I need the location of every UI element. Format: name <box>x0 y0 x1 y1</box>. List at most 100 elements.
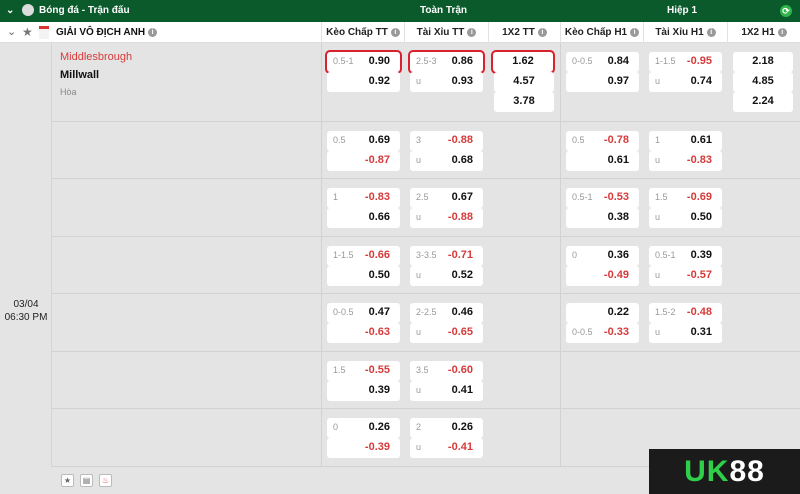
odds-value: 0.52 <box>451 269 473 281</box>
odds-cell[interactable]: 0.92 <box>327 72 400 92</box>
odds-value: 0.46 <box>451 306 473 318</box>
odds-cell[interactable]: 2.5 0.67 <box>410 188 483 208</box>
column-header-kc_tt: Kèo Chấp TT i <box>321 22 404 43</box>
odds-cell[interactable]: 0.39 <box>327 381 400 401</box>
team-away[interactable]: Millwall <box>60 69 100 81</box>
odds-cell[interactable]: 0.5-1 -0.53 <box>566 188 639 208</box>
odds-value: 0.39 <box>690 249 712 261</box>
info-icon[interactable]: i <box>706 27 716 37</box>
odds-cell[interactable]: 4.85 <box>733 72 793 92</box>
info-icon[interactable]: i <box>148 27 158 37</box>
favorite-star-icon[interactable]: ★ <box>61 474 74 487</box>
handicap-line: 1-1.5 <box>333 250 354 260</box>
odds-cell[interactable]: 3 -0.88 <box>410 131 483 151</box>
date-column: 03/04 06:30 PM <box>0 43 52 467</box>
odds-cell[interactable]: u 0.93 <box>410 72 483 92</box>
handicap-line: u <box>416 385 422 395</box>
odds-value: 4.85 <box>752 75 774 87</box>
handicap-line: 3.5 <box>416 365 429 375</box>
odds-cell[interactable]: -0.63 <box>327 323 400 343</box>
odds-cell[interactable]: u -0.83 <box>649 151 722 171</box>
odds-cell[interactable]: 3.78 <box>494 92 554 112</box>
odds-cell[interactable]: u -0.65 <box>410 323 483 343</box>
odds-cell[interactable]: 0.5-1 0.90 <box>325 50 402 74</box>
handicap-line: 0.5 <box>572 135 585 145</box>
odds-cell[interactable]: 0-0.5 -0.33 <box>566 323 639 343</box>
odds-cell[interactable]: u -0.88 <box>410 208 483 228</box>
odds-cell[interactable]: 1.5 -0.55 <box>327 361 400 381</box>
odds-cell[interactable]: 2.24 <box>733 92 793 112</box>
odds-cell[interactable]: u 0.52 <box>410 266 483 286</box>
info-icon[interactable]: i <box>537 27 547 37</box>
odds-cell[interactable]: 0 0.26 <box>327 418 400 438</box>
odds-cell[interactable]: u 0.68 <box>410 151 483 171</box>
odds-cell[interactable]: 1-1.5 -0.95 <box>649 52 722 72</box>
handicap-line: 1.5-2 <box>655 307 676 317</box>
stats-icon[interactable]: ▤ <box>80 474 93 487</box>
odds-cell[interactable]: 0.66 <box>327 208 400 228</box>
odds-cell[interactable]: 1 -0.83 <box>327 188 400 208</box>
odds-cell[interactable]: 1-1.5 -0.66 <box>327 246 400 266</box>
odds-value: -0.55 <box>364 364 390 376</box>
odds-cell[interactable]: 2.5-3 0.86 <box>408 50 485 74</box>
star-icon[interactable]: ★ <box>22 25 33 39</box>
odds-cell[interactable]: -0.49 <box>566 266 639 286</box>
odds-cell[interactable]: -0.87 <box>327 151 400 171</box>
odds-cell[interactable]: u 0.74 <box>649 72 722 92</box>
soccer-ball-icon <box>22 4 34 16</box>
odds-cell[interactable]: 0.97 <box>566 72 639 92</box>
info-icon[interactable]: i <box>777 27 787 37</box>
odds-value: -0.83 <box>364 191 390 203</box>
draw-label: Hòa <box>60 87 77 97</box>
odds-cell[interactable]: 4.57 <box>494 72 554 92</box>
odds-cell[interactable]: 0.5-1 0.39 <box>649 246 722 266</box>
handicap-line: u <box>655 76 661 86</box>
odds-cell[interactable]: u -0.41 <box>410 438 483 458</box>
half-label: Hiệp 1 <box>667 5 698 16</box>
odds-value: 0.66 <box>368 211 390 223</box>
odds-cell[interactable]: 0.38 <box>566 208 639 228</box>
collapse-icon[interactable]: ⌄ <box>6 5 15 16</box>
column-header-x12_h1: 1X2 H1 i <box>727 22 800 43</box>
odds-value: 0.67 <box>451 191 473 203</box>
handicap-line: 1 <box>333 192 339 202</box>
odds-cell[interactable]: 2 0.26 <box>410 418 483 438</box>
odds-cell[interactable]: u 0.41 <box>410 381 483 401</box>
odds-cell[interactable]: 0 0.36 <box>566 246 639 266</box>
odds-cell[interactable]: u 0.31 <box>649 323 722 343</box>
hot-fire-icon[interactable]: ♨ <box>99 474 112 487</box>
collapse-league-icon[interactable]: ⌄ <box>7 26 17 38</box>
handicap-line: 1.5 <box>333 365 346 375</box>
odds-cell[interactable]: 1.5 -0.69 <box>649 188 722 208</box>
top-bar: ⌄ Bóng đá - Trận đấu Toàn Trận Hiệp 1 ⟳ <box>0 0 800 22</box>
column-header-kc_h1: Kèo Chấp H1 i <box>560 22 643 43</box>
odds-cell[interactable]: u -0.57 <box>649 266 722 286</box>
info-icon[interactable]: i <box>467 27 477 37</box>
info-icon[interactable]: i <box>390 27 400 37</box>
odds-cell[interactable]: 2.18 <box>733 52 793 72</box>
odds-cell[interactable]: 0.5 -0.78 <box>566 131 639 151</box>
refresh-icon[interactable]: ⟳ <box>780 5 792 17</box>
odds-cell[interactable]: 0.5 0.69 <box>327 131 400 151</box>
odds-row <box>52 237 800 294</box>
odds-cell[interactable]: 0.61 <box>566 151 639 171</box>
odds-cell[interactable]: 0.50 <box>327 266 400 286</box>
team-home[interactable]: Middlesbrough <box>60 51 133 63</box>
odds-cell[interactable]: 0-0.5 0.47 <box>327 303 400 323</box>
odds-value: 0.26 <box>451 421 473 433</box>
odds-value: -0.88 <box>447 211 473 223</box>
odds-value: 0.97 <box>607 75 629 87</box>
odds-value: 0.61 <box>690 134 712 146</box>
odds-cell[interactable]: -0.39 <box>327 438 400 458</box>
odds-cell[interactable]: 3-3.5 -0.71 <box>410 246 483 266</box>
odds-cell[interactable]: 0.22 <box>566 303 639 323</box>
odds-cell[interactable]: 1.5-2 -0.48 <box>649 303 722 323</box>
odds-cell[interactable]: 1 0.61 <box>649 131 722 151</box>
odds-cell[interactable]: 0-0.5 0.84 <box>566 52 639 72</box>
odds-value: 2.18 <box>752 55 774 67</box>
odds-cell[interactable]: 3.5 -0.60 <box>410 361 483 381</box>
odds-cell[interactable]: 2-2.5 0.46 <box>410 303 483 323</box>
info-icon[interactable]: i <box>630 27 640 37</box>
odds-cell[interactable]: u 0.50 <box>649 208 722 228</box>
odds-cell[interactable]: 1.62 <box>491 50 555 74</box>
